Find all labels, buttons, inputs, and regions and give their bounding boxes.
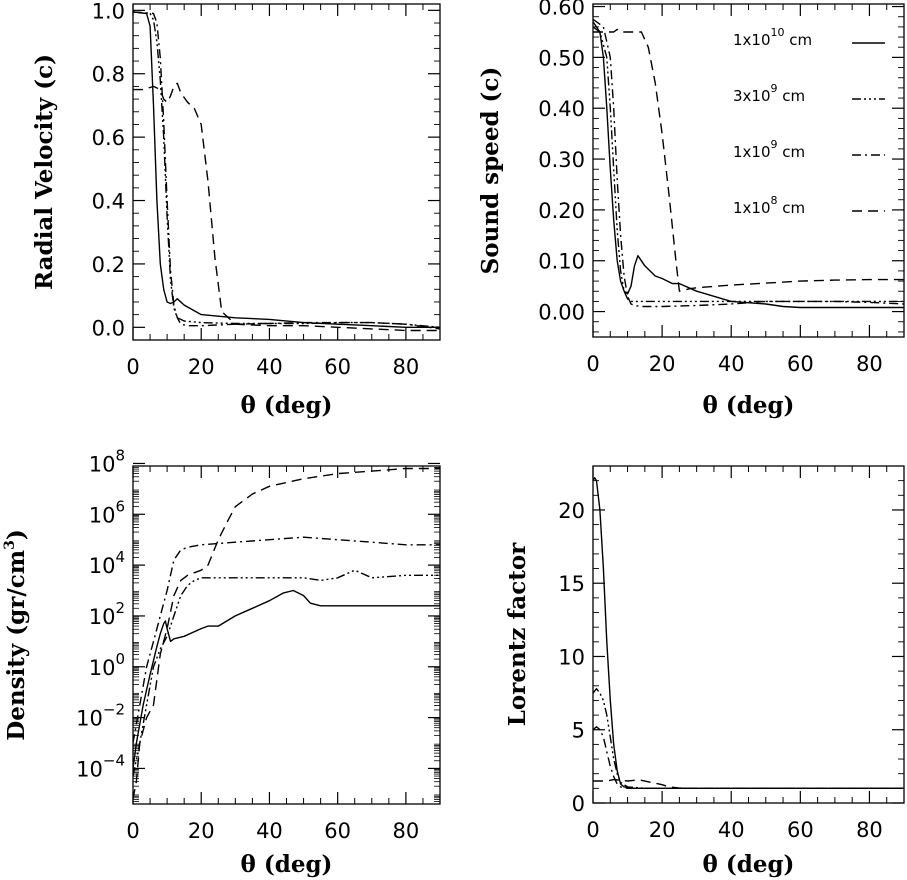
series-line-dash-dot (593, 18, 904, 308)
x-tick-label: 20 (188, 819, 215, 843)
y-tick-label: 0.60 (538, 0, 585, 20)
y-tick-label: 100 (89, 650, 125, 680)
y-tick-label: 0 (572, 792, 585, 816)
y-tick-label: 0.2 (92, 253, 125, 277)
x-tick-label: 60 (787, 818, 814, 842)
x-tick-label: 80 (856, 352, 883, 376)
x-tick-label: 40 (718, 818, 745, 842)
series-line-dashed (593, 778, 904, 789)
legend-entry-label: 3x109 cm (733, 82, 805, 105)
y-tick-label: 0.50 (538, 46, 585, 70)
x-tick-label: 60 (324, 819, 351, 843)
y-tick-label: 102 (89, 599, 125, 629)
x-tick-label: 80 (856, 818, 883, 842)
y-tick-label: 1.0 (92, 0, 125, 23)
x-tick-label: 60 (787, 352, 814, 376)
x-tick-label: 40 (718, 352, 745, 376)
legend-entry-label: 1x1010 cm (733, 26, 812, 49)
series-line-dash-dot (593, 726, 904, 789)
y-tick-label: 0.00 (538, 301, 585, 325)
series-line-dash-dot-dot-dot (133, 569, 440, 777)
series-line-dashed (133, 82, 440, 332)
legend: 1x1010 cm 3x109 cm 1x109 cm 1x108 cm (733, 26, 885, 217)
y-tick-label: 108 (89, 446, 125, 476)
panel-radial-velocity: 0 20 40 60 80 0.0 0.2 0.4 0.6 0.8 1.0 θ (deg) Radial… (31, 0, 441, 419)
x-tick-label: 20 (649, 352, 676, 376)
y-tick-label: 5 (572, 719, 585, 743)
x-tick-label: 0 (126, 819, 139, 843)
panel-density: 0 20 40 60 80 10−4 10−2 100 102 104 106 108 θ (deg) D… (2, 446, 441, 878)
legend-entry-label: 1x108 cm (733, 194, 805, 217)
y-tick-label: 0.40 (538, 97, 585, 121)
series-line-solid (133, 589, 440, 769)
x-tick-label: 0 (586, 352, 599, 376)
x-axis-title: θ (deg) (241, 851, 333, 878)
series-line-dash-dot (133, 11, 440, 330)
y-tick-label: 10 (558, 645, 585, 669)
y-axis-title: Density (gr/cm3) (2, 529, 30, 740)
y-tick-label: 104 (89, 548, 125, 578)
x-tick-label: 80 (393, 355, 420, 379)
y-axis-title: Radial Velocity (c) (31, 54, 58, 290)
y-tick-label: 0.0 (92, 316, 125, 340)
series-line-dash-dot-dot-dot (593, 26, 904, 303)
y-tick-label: 10−4 (76, 751, 125, 781)
y-tick-label: 0.10 (538, 250, 585, 274)
y-tick-label: 0.20 (538, 199, 585, 223)
series-line-dash-dot (133, 536, 440, 744)
series-line-dash-dot-dot-dot (593, 688, 904, 789)
y-tick-label: 15 (558, 572, 585, 596)
y-tick-label: 0.4 (92, 190, 125, 214)
y-axis-title: Lorentz factor (504, 542, 531, 726)
legend-entry-label: 1x109 cm (733, 138, 805, 161)
y-axis-title: Sound speed (c) (477, 67, 504, 275)
x-tick-label: 0 (586, 818, 599, 842)
x-axis-title: θ (deg) (703, 851, 795, 878)
plot-frame (592, 3, 905, 338)
x-tick-label: 20 (649, 818, 676, 842)
series-line-dash-dot-dot-dot (133, 11, 440, 328)
plot-frame (132, 3, 441, 341)
y-tick-label: 0.8 (92, 63, 125, 87)
x-tick-label: 60 (324, 355, 351, 379)
x-tick-label: 20 (188, 355, 215, 379)
series-line-solid (133, 11, 440, 328)
y-tick-label: 0.30 (538, 148, 585, 172)
y-tick-label: 10−2 (76, 701, 125, 731)
series-line-dashed (593, 28, 904, 292)
series-line-solid (593, 21, 904, 309)
x-axis-title: θ (deg) (703, 392, 795, 419)
y-tick-label: 0.6 (92, 126, 125, 150)
x-axis-title: θ (deg) (241, 392, 333, 419)
x-tick-label: 80 (393, 819, 420, 843)
x-tick-label: 40 (256, 355, 283, 379)
y-tick-label: 106 (89, 497, 125, 527)
plot-frame (132, 465, 441, 805)
series-line-dashed (133, 467, 440, 800)
panel-lorentz-factor: 0 20 40 60 80 0 5 10 15 20 θ (deg) Lorentz factor (504, 465, 905, 878)
plot-frame (592, 465, 905, 804)
x-tick-label: 40 (256, 819, 283, 843)
series-line-solid (593, 477, 904, 789)
panel-sound-speed: 0 20 40 60 80 0.00 0.10 0.20 0.30 0.40 0.50 0.60 θ (… (477, 0, 905, 419)
y-tick-label: 20 (558, 499, 585, 523)
x-tick-label: 0 (126, 355, 139, 379)
